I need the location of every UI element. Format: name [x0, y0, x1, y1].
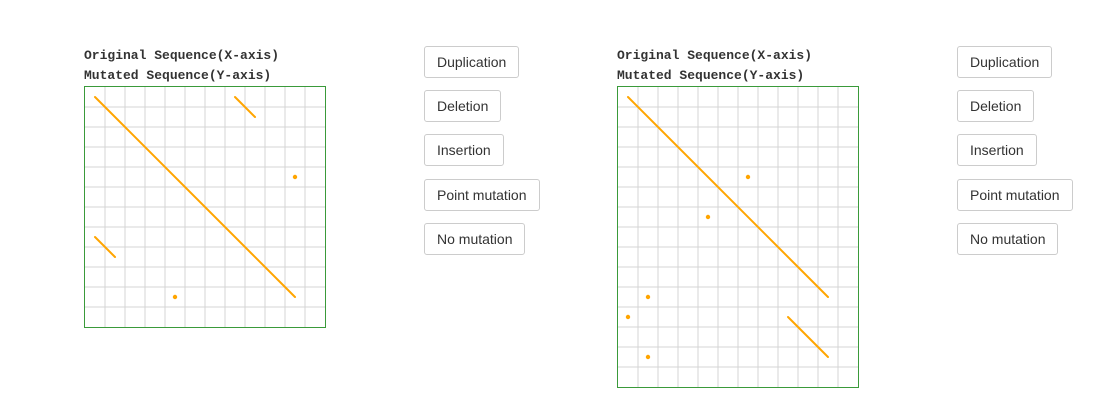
match-dot	[645, 354, 651, 360]
match-dot	[625, 314, 631, 320]
insertion-button[interactable]: Insertion	[424, 134, 504, 166]
duplication-button[interactable]: Duplication	[424, 46, 520, 78]
axis-title-x: Original Sequence(X-axis)	[617, 48, 813, 63]
no-mutation-button[interactable]: No mutation	[957, 223, 1059, 255]
deletion-button[interactable]: Deletion	[957, 90, 1035, 122]
plot-frame	[84, 86, 326, 328]
match-dot	[645, 294, 651, 300]
match-segment	[94, 236, 116, 258]
duplication-button[interactable]: Duplication	[957, 46, 1053, 78]
match-dot	[705, 214, 711, 220]
point-mutation-button[interactable]: Point mutation	[424, 179, 540, 211]
match-segment	[94, 96, 296, 298]
axis-title-y: Mutated Sequence(Y-axis)	[84, 68, 272, 83]
point-mutation-button[interactable]: Point mutation	[957, 179, 1073, 211]
axis-title-x: Original Sequence(X-axis)	[84, 48, 280, 63]
dotplot-grid	[617, 86, 859, 388]
match-dot	[292, 174, 298, 180]
no-mutation-button[interactable]: No mutation	[424, 223, 526, 255]
plot-frame	[617, 86, 859, 388]
match-segment	[234, 96, 256, 118]
match-dot	[172, 294, 178, 300]
insertion-button[interactable]: Insertion	[957, 134, 1037, 166]
match-dot	[745, 174, 751, 180]
deletion-button[interactable]: Deletion	[424, 90, 502, 122]
match-segment	[627, 96, 829, 298]
axis-title-y: Mutated Sequence(Y-axis)	[617, 68, 805, 83]
dotplot-grid	[84, 86, 326, 328]
match-segment	[787, 316, 829, 358]
